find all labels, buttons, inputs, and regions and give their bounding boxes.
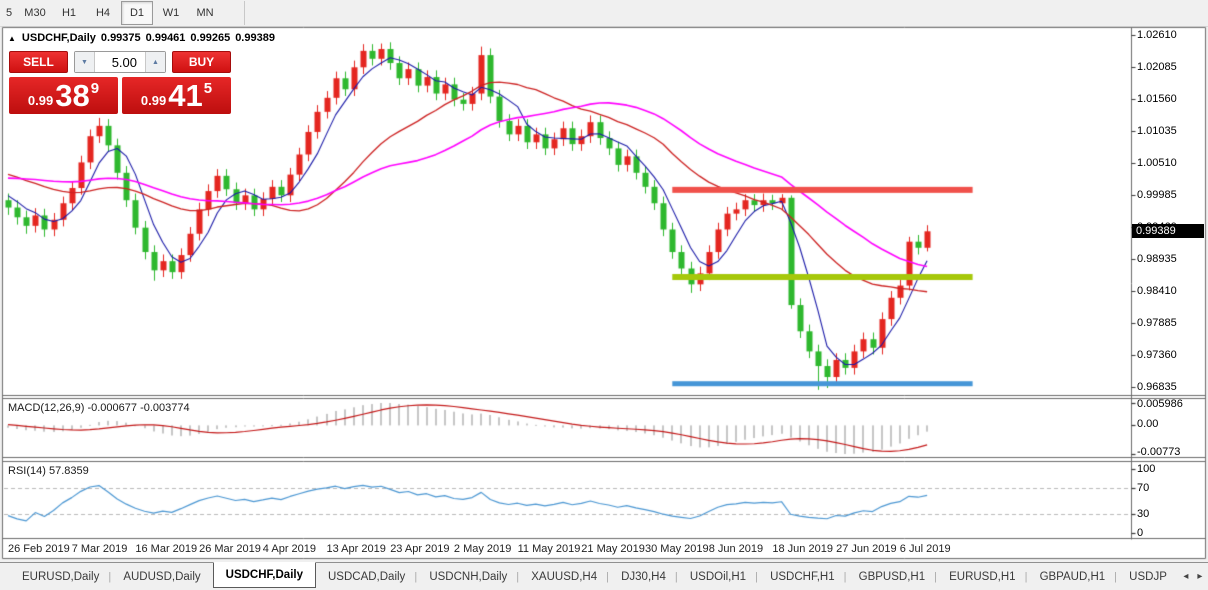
ask-big-digits: 41 — [168, 77, 203, 113]
ask-prefix: 0.99 — [140, 93, 167, 108]
tab-usdcad-daily[interactable]: USDCAD,Daily — [327, 570, 406, 583]
tab-eurusd-daily[interactable]: EURUSD,Daily — [22, 570, 100, 583]
price-tick-label: 1.02085 — [1137, 61, 1177, 74]
volume-input[interactable]: 5.00 — [111, 54, 137, 70]
ohlc-high: 0.99461 — [145, 32, 186, 44]
tab-usdcnh-daily[interactable]: USDCNH,Daily — [414, 567, 519, 587]
chart-marker-icon: ▲ — [8, 34, 16, 43]
date-tick-label: 26 Mar 2019 — [199, 543, 261, 555]
sell-quote-button[interactable]: 0.99 38 9 — [9, 77, 118, 114]
date-tick-label: 8 Jun 2019 — [708, 543, 764, 555]
ohlc-close: 0.99389 — [235, 32, 275, 44]
price-tick-label: 0.98410 — [1137, 285, 1177, 298]
price-tick-label: 0.96835 — [1137, 381, 1177, 394]
current-price-badge: 0.99389 — [1132, 224, 1204, 239]
rsi-axis-30: 30 — [1137, 507, 1150, 520]
date-tick-label: 7 Mar 2019 — [71, 543, 128, 555]
date-tick-label: 21 May 2019 — [581, 543, 645, 555]
tab-usdoil-h1[interactable]: USDOil,H1 — [675, 567, 758, 587]
macd-axis-zero: 0.00 — [1137, 418, 1159, 431]
sell-button[interactable]: SELL — [9, 51, 68, 73]
tab-usdchf-h1[interactable]: USDCHF,H1 — [755, 567, 847, 587]
price-tick-label: 1.01560 — [1137, 93, 1177, 106]
tab-xauusd-h4[interactable]: XAUUSD,H4 — [516, 567, 609, 587]
date-tick-label: 13 Apr 2019 — [326, 543, 386, 555]
buy-quote-button[interactable]: 0.99 41 5 — [122, 77, 231, 114]
tab-usdchf-daily[interactable]: USDCHF,Daily — [212, 562, 316, 588]
tab-dj30-h4[interactable]: DJ30,H4 — [606, 567, 678, 587]
chart-symbol: USDCHF,Daily — [21, 32, 96, 44]
tabs-scroll-left-icon[interactable]: ◂ — [1183, 571, 1189, 582]
date-tick-label: 16 Mar 2019 — [135, 543, 198, 555]
date-tick-label: 6 Jul 2019 — [899, 543, 951, 555]
price-tick-label: 0.99985 — [1137, 189, 1177, 202]
rsi-axis-0: 0 — [1137, 527, 1144, 539]
ohlc-low: 0.99265 — [190, 32, 231, 44]
price-tick-label: 1.00510 — [1137, 157, 1177, 170]
rsi-axis-70: 70 — [1137, 482, 1150, 495]
chart-title: ▲ USDCHF,Daily 0.99375 0.99461 0.99265 0.9938… — [8, 32, 280, 44]
date-tick-label: 2 May 2019 — [453, 543, 512, 555]
price-tick-label: 0.98935 — [1137, 253, 1177, 266]
rsi-label: RSI(14) 57.8359 — [8, 465, 89, 477]
tab-gbpusd-h1[interactable]: GBPUSD,H1 — [844, 567, 937, 587]
bid-prefix: 0.99 — [27, 93, 54, 108]
tab-eurusd-h1[interactable]: EURUSD,H1 — [934, 567, 1027, 587]
bid-big-digits: 38 — [55, 77, 90, 113]
price-tick-label: 0.97885 — [1137, 317, 1177, 330]
macd-axis-min: -0.00773 — [1137, 446, 1181, 458]
tab-scroll-arrows: ◂ ▸ — [1179, 568, 1208, 586]
date-tick-label: 11 May 2019 — [517, 543, 581, 555]
date-tick-label: 30 May 2019 — [645, 543, 709, 555]
date-tick-label: 26 Feb 2019 — [8, 543, 70, 555]
tabs-scroll-right-icon[interactable]: ▸ — [1197, 571, 1203, 582]
date-tick-label: 27 Jun 2019 — [836, 543, 897, 555]
tab-usdjp[interactable]: USDJP — [1114, 567, 1179, 587]
macd-axis-max: 0.005986 — [1137, 398, 1183, 410]
tab-audusd-daily[interactable]: AUDUSD,Daily — [108, 567, 212, 587]
ask-pip-digit: 5 — [203, 80, 213, 97]
ohlc-open: 0.99375 — [100, 32, 141, 44]
macd-label: MACD(12,26,9) -0.000677 -0.003774 — [8, 402, 190, 414]
bid-pip-digit: 9 — [90, 80, 100, 97]
volume-increase-icon[interactable]: ▲ — [145, 52, 165, 72]
buy-button[interactable]: BUY — [172, 51, 231, 73]
date-tick-label: 4 Apr 2019 — [262, 543, 317, 555]
price-tick-label: 1.02610 — [1137, 29, 1177, 41]
date-tick-label: 18 Jun 2019 — [772, 543, 833, 555]
volume-decrease-icon[interactable]: ▼ — [75, 52, 95, 72]
price-tick-label: 0.97360 — [1137, 349, 1177, 362]
price-tick-label: 1.01035 — [1137, 125, 1177, 138]
date-tick-label: 23 Apr 2019 — [390, 543, 450, 555]
tab-gbpaud-h1[interactable]: GBPAUD,H1 — [1025, 567, 1118, 587]
volume-spinner: ▼ 5.00 ▲ — [74, 51, 166, 73]
one-click-trading-panel: SELL ▼ 5.00 ▲ BUY 0.99 38 9 0.99 41 5 — [9, 51, 231, 114]
rsi-axis-100: 100 — [1137, 463, 1156, 475]
